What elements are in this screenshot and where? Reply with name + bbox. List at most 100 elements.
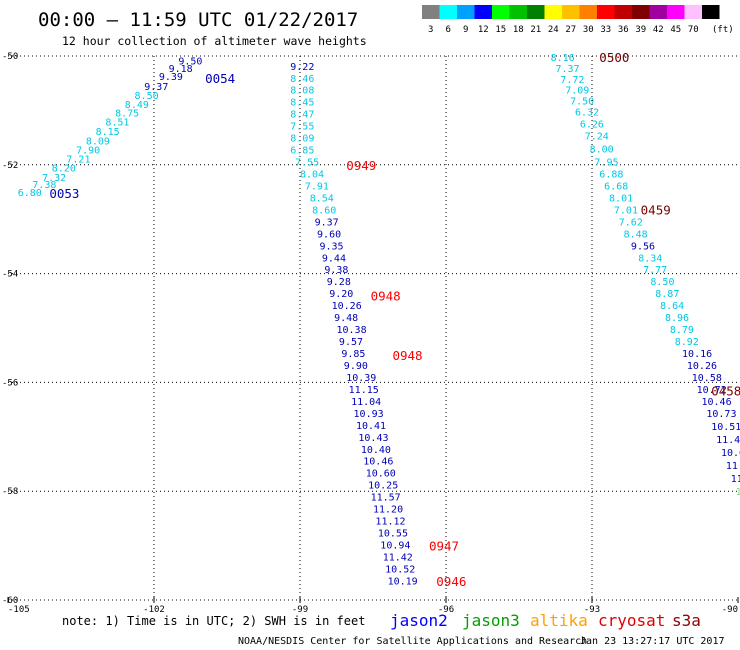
swh-label: 9.50 (178, 56, 202, 67)
swh-label: 8.51 (105, 117, 129, 128)
scale-swatch (474, 5, 492, 19)
scale-swatch (684, 5, 702, 19)
swh-label: 6.26 (580, 119, 604, 130)
color-scale-legend: 3 6 9 12 15 18 21 24 27 30 33 36 39 42 45 70 (422, 5, 720, 35)
swh-label: 7.72 (560, 75, 584, 86)
time-label: 0053 (49, 186, 79, 201)
swh-label: 9.39 (159, 72, 183, 83)
swh-label: 6.85 (290, 146, 314, 157)
footer-note: note: 1) Time is in UTC; 2) SWH is in fe… (62, 614, 365, 628)
time-label: 0500 (599, 50, 629, 65)
swh-label: 10.41 (356, 421, 386, 432)
swh-label: 11.15 (349, 385, 379, 396)
swh-label: 11.12 (375, 517, 405, 528)
scale-swatch (579, 5, 597, 19)
swh-label: 11.59 (731, 474, 740, 485)
time-label: 0948 (371, 288, 401, 303)
x-tick-label: -105 (8, 605, 30, 615)
swh-label: 7.32 (42, 173, 66, 184)
swh-label: 7.01 (614, 205, 638, 216)
scale-label: 30 (583, 25, 594, 35)
swh-label: 8.01 (609, 193, 633, 204)
scale-label: 6 (446, 25, 451, 35)
x-tick-label: -102 (143, 605, 165, 615)
track-b: 9.228.468.088.458.477.558.096.857.558.04… (290, 62, 466, 589)
swh-label: 8.04 (300, 170, 324, 181)
swh-label: 7.55 (290, 122, 314, 133)
scale-swatch (597, 5, 615, 19)
swh-label: 7.95 (594, 158, 618, 169)
scale-swatch (649, 5, 667, 19)
swh-label: 10.19 (388, 576, 418, 587)
scale-label: 42 (653, 25, 664, 35)
swh-label: 7.38 (32, 180, 56, 191)
y-tick-label: -50 (2, 52, 18, 62)
x-tick-labels: -105 -102 -99 -96 -93 -90 (8, 605, 738, 615)
swh-label: 10.46 (702, 397, 732, 408)
swh-label: 11.42 (383, 552, 413, 563)
swh-label: 8.34 (638, 253, 662, 264)
swh-label: 8.87 (655, 289, 679, 300)
swh-label: 8.50 (650, 277, 674, 288)
scale-swatch (492, 5, 510, 19)
scale-swatch (457, 5, 475, 19)
sat-jason2: jason2 (390, 611, 448, 630)
swh-label: 6.88 (599, 170, 623, 181)
swh-label: 7.90 (76, 146, 100, 157)
scale-swatch (544, 5, 562, 19)
swh-label: 9.56 (631, 241, 655, 252)
swh-label: 9.44 (322, 253, 346, 264)
chart-title: 00:00 – 11:59 UTC 01/22/2017 (38, 9, 358, 31)
scale-swatch (439, 5, 457, 19)
scale-swatch (667, 5, 685, 19)
swh-label: 10.64 (721, 448, 740, 459)
swh-label: 10.38 (337, 325, 367, 336)
swh-label: 10.51 (711, 422, 740, 433)
swh-label: 8.20 (52, 164, 76, 175)
swh-label: 9.22 (290, 62, 314, 73)
scale-label: 15 (495, 25, 506, 35)
swh-label: 9.37 (315, 217, 339, 228)
time-label: 0949 (346, 158, 376, 173)
swh-label: 8.08 (290, 86, 314, 97)
y-tick-label: -54 (2, 270, 18, 280)
swh-label: 8.48 (624, 229, 648, 240)
scale-label: 9 (463, 25, 468, 35)
swh-label: 9.35 (319, 241, 343, 252)
y-tick-labels: -50 -52 -54 -56 -58 -60 (2, 52, 18, 606)
swh-label: 10.39 (346, 373, 376, 384)
swh-label: 9.37 (144, 82, 168, 93)
swh-label: 10.94 (380, 541, 410, 552)
swh-label: 7.37 (556, 64, 580, 75)
time-label: 0948 (392, 348, 422, 363)
swh-label: 8.79 (670, 325, 694, 336)
swh-label: 8.46 (290, 74, 314, 85)
y-tick-label: -58 (2, 487, 18, 497)
swh-label: 6.80 (18, 188, 42, 199)
x-tick-label: -99 (292, 605, 308, 615)
scale-label: 33 (600, 25, 611, 35)
track-c: 8.167.377.727.097.506.326.267.24 8.00 7.95… (551, 50, 740, 498)
swh-label: 8.96 (665, 313, 689, 324)
scale-swatch (562, 5, 580, 19)
swh-label: 7.62 (619, 217, 643, 228)
swh-label: 6.32 (575, 107, 599, 118)
swh-label: 9.85 (341, 349, 365, 360)
swh-label: 11.04 (351, 397, 381, 408)
y-tick-label: -52 (2, 161, 18, 171)
scale-swatch (509, 5, 527, 19)
time-label: 0054 (205, 71, 235, 86)
scale-swatch (702, 5, 720, 19)
swh-label: 8.00 (590, 144, 614, 155)
chart-subtitle: 12 hour collection of altimeter wave hei… (62, 34, 367, 48)
swh-label: 9.28 (327, 277, 351, 288)
scale-label: 24 (548, 25, 559, 35)
scale-unit: (ft) (712, 25, 734, 35)
swh-label: 7.91 (305, 181, 329, 192)
swh-label: 10.73 (706, 409, 736, 420)
swh-label: 6.68 (604, 181, 628, 192)
swh-label: 7.50 (570, 97, 594, 108)
sat-altika: altika (530, 611, 588, 630)
swh-label: 7.55 (295, 158, 319, 169)
